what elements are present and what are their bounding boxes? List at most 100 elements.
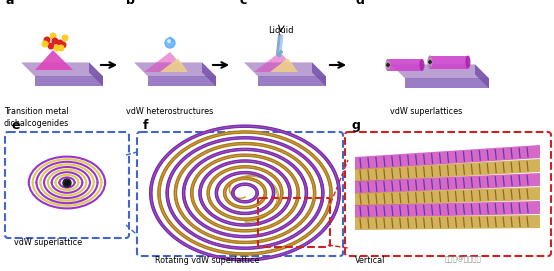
Circle shape [329,200,331,202]
Circle shape [243,230,245,232]
Circle shape [205,226,207,228]
Circle shape [288,222,290,224]
Circle shape [297,240,299,242]
Circle shape [207,195,209,197]
Circle shape [183,157,186,159]
Circle shape [316,213,318,215]
Circle shape [177,220,179,222]
Circle shape [319,151,321,153]
Circle shape [317,150,320,152]
Circle shape [255,143,257,145]
Circle shape [198,221,201,224]
Circle shape [251,229,253,232]
Circle shape [219,140,221,142]
Circle shape [312,155,314,157]
Circle shape [305,149,307,151]
Circle shape [310,144,312,147]
Circle shape [177,178,179,180]
Circle shape [268,158,270,160]
Circle shape [287,201,289,203]
Circle shape [281,227,283,229]
Circle shape [179,161,181,164]
Circle shape [234,205,237,207]
Circle shape [292,208,294,210]
Circle shape [233,167,235,169]
Circle shape [226,234,228,236]
Circle shape [316,225,319,227]
Circle shape [308,173,310,175]
Circle shape [291,134,294,136]
Circle shape [264,144,266,147]
Circle shape [175,198,177,201]
Circle shape [305,193,307,195]
FancyBboxPatch shape [137,132,343,256]
Circle shape [161,176,163,178]
Circle shape [261,184,264,187]
Circle shape [224,151,227,153]
Circle shape [187,154,189,156]
Circle shape [233,161,235,163]
Circle shape [211,222,213,224]
Circle shape [317,174,320,176]
Circle shape [298,152,300,155]
Circle shape [250,125,252,127]
Circle shape [192,225,194,227]
Circle shape [269,146,271,148]
Circle shape [217,225,219,227]
Circle shape [253,149,255,151]
Circle shape [280,136,282,138]
Circle shape [257,143,259,146]
Circle shape [279,199,281,202]
Circle shape [310,175,312,178]
Circle shape [256,192,258,194]
Circle shape [312,200,315,202]
Ellipse shape [386,59,391,71]
Circle shape [297,232,299,234]
Circle shape [273,224,275,226]
Circle shape [176,201,178,203]
Circle shape [293,242,295,244]
Circle shape [160,204,162,206]
Circle shape [265,139,268,141]
Circle shape [204,207,207,210]
Circle shape [195,149,197,151]
Circle shape [315,226,317,228]
Circle shape [299,172,301,174]
Circle shape [235,241,237,243]
Circle shape [274,161,276,163]
Circle shape [209,130,211,132]
Circle shape [220,226,223,228]
Circle shape [186,165,188,167]
Circle shape [208,164,211,166]
Circle shape [235,235,237,237]
Circle shape [158,189,160,191]
Circle shape [321,153,323,155]
Circle shape [301,207,304,209]
Circle shape [211,162,213,164]
Circle shape [191,193,193,195]
Circle shape [267,151,269,154]
Circle shape [188,174,190,176]
Circle shape [289,188,291,190]
Circle shape [207,194,209,196]
Circle shape [263,197,265,199]
Circle shape [232,258,234,260]
Circle shape [322,228,325,231]
Circle shape [330,198,332,201]
Circle shape [177,153,179,155]
Circle shape [186,237,188,239]
Circle shape [259,132,261,134]
Circle shape [222,179,224,181]
Circle shape [216,250,218,252]
Circle shape [268,165,270,167]
Circle shape [209,228,212,230]
Circle shape [314,191,316,193]
Circle shape [283,226,285,228]
Circle shape [239,184,242,186]
Circle shape [288,162,290,164]
Circle shape [199,194,201,196]
Circle shape [189,239,191,241]
Circle shape [60,42,66,48]
Circle shape [290,147,292,150]
Circle shape [252,259,254,261]
